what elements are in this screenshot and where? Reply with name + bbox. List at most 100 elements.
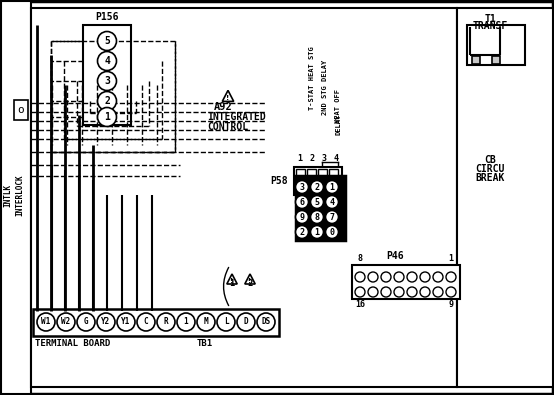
Circle shape [37, 313, 55, 331]
Bar [472, 56, 480, 64]
Text: 6: 6 [300, 198, 305, 207]
Bar [318, 169, 327, 193]
Bar [1, 1, 31, 394]
Text: 4: 4 [334, 154, 338, 163]
Text: 2: 2 [104, 96, 110, 106]
Text: 1: 1 [297, 154, 302, 163]
Circle shape [295, 181, 309, 194]
Text: M: M [204, 318, 208, 327]
Circle shape [310, 226, 324, 239]
Circle shape [295, 196, 309, 209]
Circle shape [98, 71, 116, 90]
Circle shape [407, 287, 417, 297]
Text: L: L [224, 318, 228, 327]
Circle shape [98, 51, 116, 70]
Circle shape [446, 272, 456, 282]
Text: Y1: Y1 [121, 318, 131, 327]
Text: 0: 0 [330, 228, 335, 237]
Circle shape [98, 107, 116, 126]
Text: DELAY: DELAY [335, 114, 341, 135]
Text: BREAK: BREAK [475, 173, 505, 183]
Bar [329, 169, 338, 193]
Text: TERMINAL BOARD: TERMINAL BOARD [35, 339, 110, 348]
Text: CB: CB [484, 155, 496, 165]
Circle shape [381, 272, 391, 282]
Text: HEAT OFF: HEAT OFF [335, 89, 341, 123]
Text: 1: 1 [104, 112, 110, 122]
Bar [308, 182, 315, 192]
Text: !: ! [230, 278, 234, 284]
Text: C: C [143, 318, 148, 327]
Text: 2: 2 [300, 228, 305, 237]
Text: 2: 2 [310, 154, 315, 163]
Bar [31, 8, 457, 387]
Bar [297, 182, 304, 192]
Text: W2: W2 [61, 318, 70, 327]
Bar [319, 182, 326, 192]
Bar [296, 176, 345, 240]
Text: 3: 3 [321, 154, 326, 163]
Text: INTERLOCK: INTERLOCK [16, 174, 24, 216]
Polygon shape [245, 274, 255, 284]
Circle shape [433, 287, 443, 297]
Circle shape [394, 287, 404, 297]
Circle shape [98, 32, 116, 51]
Circle shape [97, 313, 115, 331]
Polygon shape [227, 274, 237, 284]
Text: A92: A92 [214, 102, 233, 112]
Circle shape [420, 287, 430, 297]
Circle shape [217, 313, 235, 331]
Circle shape [326, 211, 338, 224]
Text: 1: 1 [449, 254, 454, 263]
Circle shape [177, 313, 195, 331]
Circle shape [98, 92, 116, 111]
Bar [33, 309, 279, 336]
Circle shape [394, 272, 404, 282]
Text: CONTROL: CONTROL [207, 122, 248, 132]
Circle shape [310, 181, 324, 194]
Circle shape [257, 313, 275, 331]
Text: 9: 9 [449, 300, 454, 309]
Text: 2: 2 [315, 182, 320, 192]
Circle shape [407, 272, 417, 282]
Circle shape [355, 287, 365, 297]
Circle shape [381, 287, 391, 297]
Text: INTLK: INTLK [3, 183, 13, 207]
Text: G: G [84, 318, 88, 327]
Circle shape [446, 287, 456, 297]
Text: 1: 1 [315, 228, 320, 237]
Circle shape [237, 313, 255, 331]
Text: 1: 1 [184, 318, 188, 327]
Text: D: D [244, 318, 248, 327]
Circle shape [197, 313, 215, 331]
Polygon shape [222, 90, 234, 102]
Bar [457, 8, 553, 387]
Text: W1: W1 [42, 318, 50, 327]
Circle shape [368, 287, 378, 297]
Text: 3: 3 [104, 76, 110, 86]
Bar [467, 25, 525, 65]
Text: INTEGRATED: INTEGRATED [207, 112, 266, 122]
Circle shape [157, 313, 175, 331]
Circle shape [420, 272, 430, 282]
Circle shape [326, 226, 338, 239]
Bar [492, 56, 500, 64]
Bar [294, 167, 342, 195]
Text: TB1: TB1 [197, 339, 213, 348]
Circle shape [295, 226, 309, 239]
Text: 9: 9 [300, 213, 305, 222]
Text: o: o [18, 105, 24, 115]
Text: Y2: Y2 [101, 318, 111, 327]
Circle shape [137, 313, 155, 331]
Bar [83, 25, 131, 125]
Text: 3: 3 [300, 182, 305, 192]
Circle shape [368, 272, 378, 282]
Circle shape [355, 272, 365, 282]
Text: 1: 1 [330, 182, 335, 192]
Text: !: ! [227, 95, 229, 101]
Text: 7: 7 [330, 213, 335, 222]
Text: CIRCU: CIRCU [475, 164, 505, 174]
Text: 1: 1 [229, 278, 235, 288]
Text: T-STAT HEAT STG: T-STAT HEAT STG [309, 46, 315, 110]
Bar [352, 265, 460, 299]
